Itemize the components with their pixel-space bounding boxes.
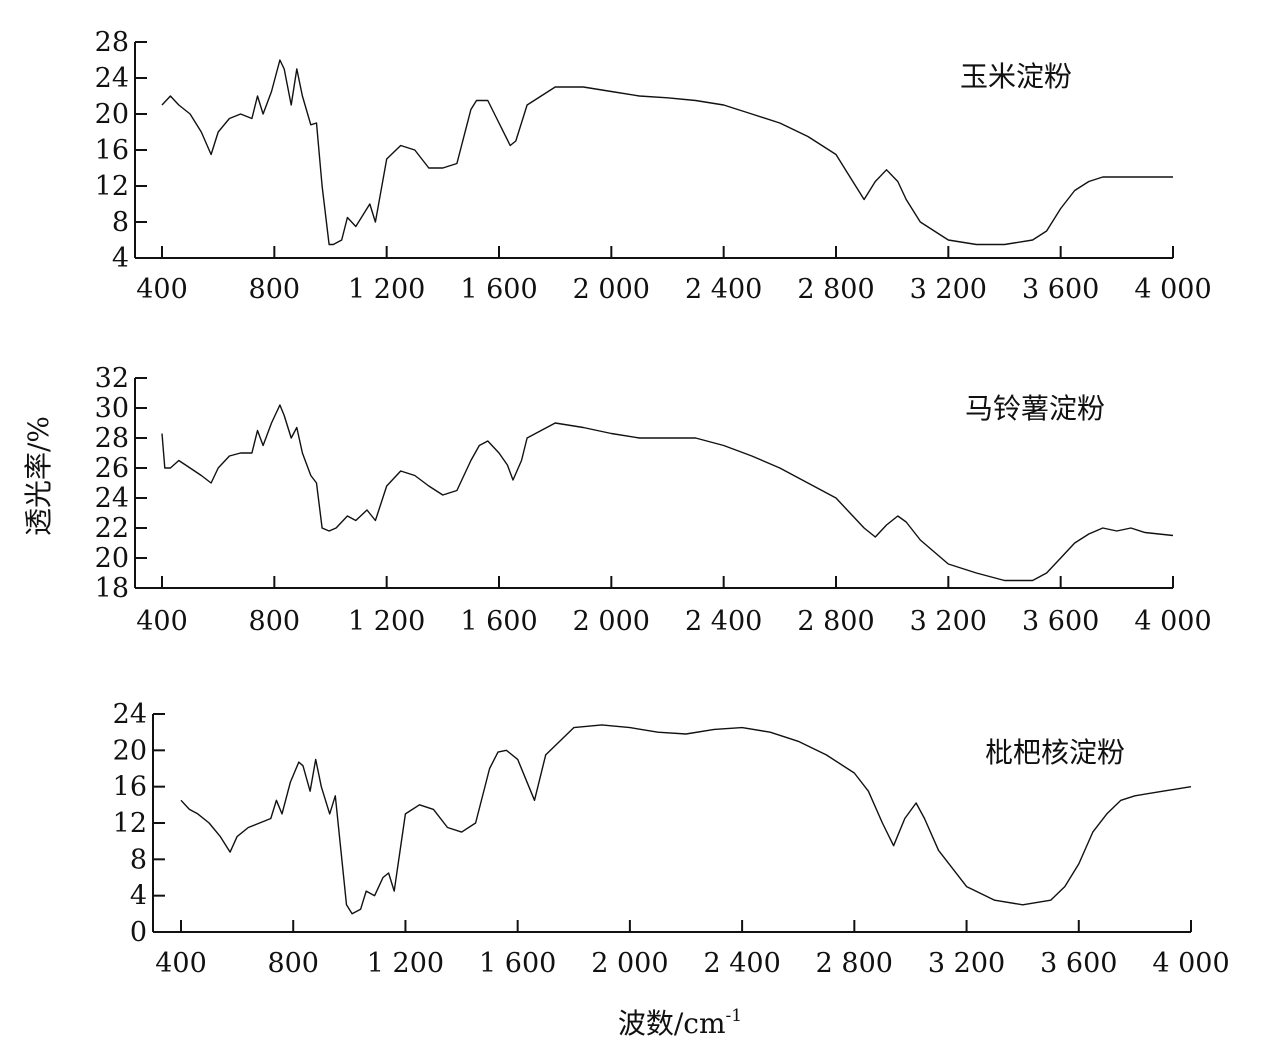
x-tick-label: 2 400 (685, 274, 762, 305)
x-tick-label: 800 (249, 274, 301, 305)
corn-starch-panel: 4 8 12 16 20 24 28 400 800 1 200 1 600 2 000 2 400 2 … (95, 27, 1212, 305)
x-tick-label: 1 600 (460, 606, 537, 637)
spectrum-line (161, 59, 1173, 246)
y-tick-label: 18 (95, 573, 129, 604)
x-tick-label: 800 (267, 948, 319, 979)
x-tick-label: 4 000 (1152, 948, 1229, 979)
y-tick-label: 28 (95, 27, 129, 58)
x-tick-label: 400 (136, 274, 188, 305)
x-tick-label: 3 200 (928, 948, 1005, 979)
y-tick-label: 8 (112, 207, 129, 238)
y-tick-label: 4 (130, 881, 147, 912)
x-tick-label: 1 600 (460, 274, 537, 305)
x-tick-label: 3 600 (1040, 948, 1117, 979)
x-tick-label: 2 800 (797, 274, 874, 305)
x-tick-label: 800 (249, 606, 301, 637)
y-tick-label: 28 (95, 423, 129, 454)
x-axis-label: 波数/cm-1 (618, 1006, 742, 1040)
x-tick-label: 2 400 (685, 606, 762, 637)
x-tick-label: 2 000 (573, 606, 650, 637)
x-tick-label: 4 000 (1134, 606, 1211, 637)
spectrum-line (161, 404, 1174, 582)
y-tick-label: 12 (95, 171, 129, 202)
y-tick-label: 24 (113, 699, 147, 730)
x-tick-label: 1 200 (348, 274, 425, 305)
x-tick-label: 2 000 (573, 274, 650, 305)
loquat-kernel-starch-panel: 0 4 8 12 16 20 24 400 800 1 200 1 600 2 000 2 400 2 8… (113, 699, 1230, 979)
y-tick-label: 20 (95, 99, 129, 130)
x-tick-label: 1 200 (348, 606, 425, 637)
x-tick-label: 1 600 (479, 948, 556, 979)
x-tick-label: 2 400 (703, 948, 780, 979)
y-tick-label: 22 (95, 513, 129, 544)
x-tick-label: 400 (155, 948, 207, 979)
sample-name-label: 马铃薯淀粉 (965, 392, 1105, 425)
y-tick-label: 24 (95, 63, 129, 94)
sample-name-label: 玉米淀粉 (960, 60, 1072, 93)
y-tick-label: 30 (95, 393, 129, 424)
y-tick-label: 16 (113, 772, 147, 803)
y-tick-label: 12 (113, 808, 147, 839)
y-axis-label: 透光率/% (22, 416, 55, 536)
y-tick-label: 20 (113, 735, 147, 766)
y-tick-label: 4 (112, 243, 129, 274)
y-tick-label: 8 (130, 844, 147, 875)
x-axis-label-exponent: -1 (726, 1006, 743, 1026)
y-tick-label: 32 (95, 363, 129, 394)
x-tick-label: 3 200 (910, 606, 987, 637)
y-tick-label: 16 (95, 135, 129, 166)
y-tick-label: 0 (130, 917, 147, 948)
spectrum-line (180, 724, 1192, 915)
x-axis-label-text: 波数/cm (618, 1007, 726, 1040)
x-tick-label: 2 000 (591, 948, 668, 979)
x-tick-label: 3 600 (1022, 606, 1099, 637)
x-tick-label: 2 800 (816, 948, 893, 979)
y-tick-label: 26 (95, 453, 129, 484)
x-tick-label: 4 000 (1134, 274, 1211, 305)
y-tick-label: 20 (95, 543, 129, 574)
x-tick-label: 3 200 (910, 274, 987, 305)
x-tick-label: 1 200 (367, 948, 444, 979)
x-tick-label: 400 (136, 606, 188, 637)
y-tick-label: 24 (95, 483, 129, 514)
sample-name-label: 枇杷核淀粉 (985, 736, 1125, 769)
x-tick-label: 2 800 (797, 606, 874, 637)
x-tick-label: 3 600 (1022, 274, 1099, 305)
